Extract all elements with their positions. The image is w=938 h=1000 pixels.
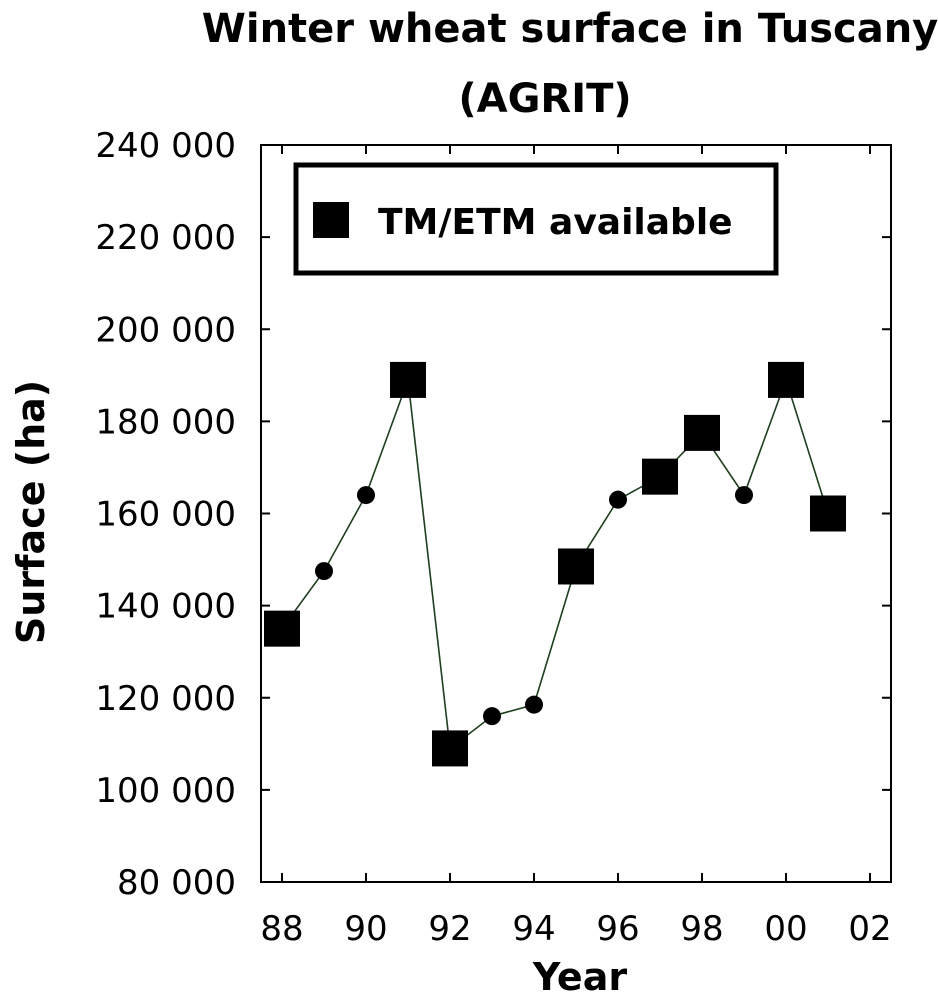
tm-etm-square-point xyxy=(390,361,426,398)
x-axis: 88 90 92 94 96 98 00 02 xyxy=(260,145,892,949)
circle-point xyxy=(525,695,543,714)
x-tick-label: 92 xyxy=(428,909,471,949)
tm-etm-square-point xyxy=(264,610,300,647)
circle-point xyxy=(315,562,333,581)
tm-etm-square-point xyxy=(432,730,468,767)
x-axis-label: Year xyxy=(532,955,627,999)
y-tick-label: 180 000 xyxy=(95,402,236,442)
x-tick-label: 88 xyxy=(260,909,303,949)
y-axis: 80 000 100 000 120 000 140 000 160 000 180 00… xyxy=(95,126,891,903)
y-tick-label: 200 000 xyxy=(95,310,236,350)
circle-point xyxy=(609,490,627,509)
x-tick-label: 90 xyxy=(344,909,387,949)
tm-etm-square-point xyxy=(558,548,594,585)
tm-etm-square-point xyxy=(684,414,720,451)
tm-etm-square-point xyxy=(768,361,804,398)
y-tick-label: 220 000 xyxy=(95,218,236,258)
x-tick-label: 00 xyxy=(764,909,807,949)
x-tick-label: 98 xyxy=(680,909,723,949)
series-line xyxy=(281,377,829,750)
legend: TM/ETM available xyxy=(293,162,779,276)
y-tick-label: 160 000 xyxy=(95,495,236,535)
chart-title: Winter wheat surface in Tuscany xyxy=(202,6,938,52)
y-axis-label: Surface (ha) xyxy=(9,380,53,644)
series-surface xyxy=(264,361,846,767)
circle-point xyxy=(483,707,501,726)
legend-box xyxy=(293,162,779,276)
x-tick-label: 94 xyxy=(512,909,555,949)
chart-subtitle: (AGRIT) xyxy=(458,76,631,122)
x-tick-label: 02 xyxy=(848,909,891,949)
x-tick-label: 96 xyxy=(596,909,639,949)
y-tick-label: 120 000 xyxy=(95,679,236,719)
circle-point xyxy=(357,486,375,505)
tm-etm-square-point xyxy=(642,458,678,495)
circle-point xyxy=(735,486,753,505)
legend-square-marker-icon xyxy=(313,202,349,238)
y-tick-label: 80 000 xyxy=(117,863,236,903)
y-tick-label: 100 000 xyxy=(95,771,236,811)
tm-etm-square-point xyxy=(810,495,846,532)
y-tick-label: 240 000 xyxy=(95,126,236,166)
legend-label: TM/ETM available xyxy=(378,202,733,243)
y-tick-label: 140 000 xyxy=(95,587,236,627)
